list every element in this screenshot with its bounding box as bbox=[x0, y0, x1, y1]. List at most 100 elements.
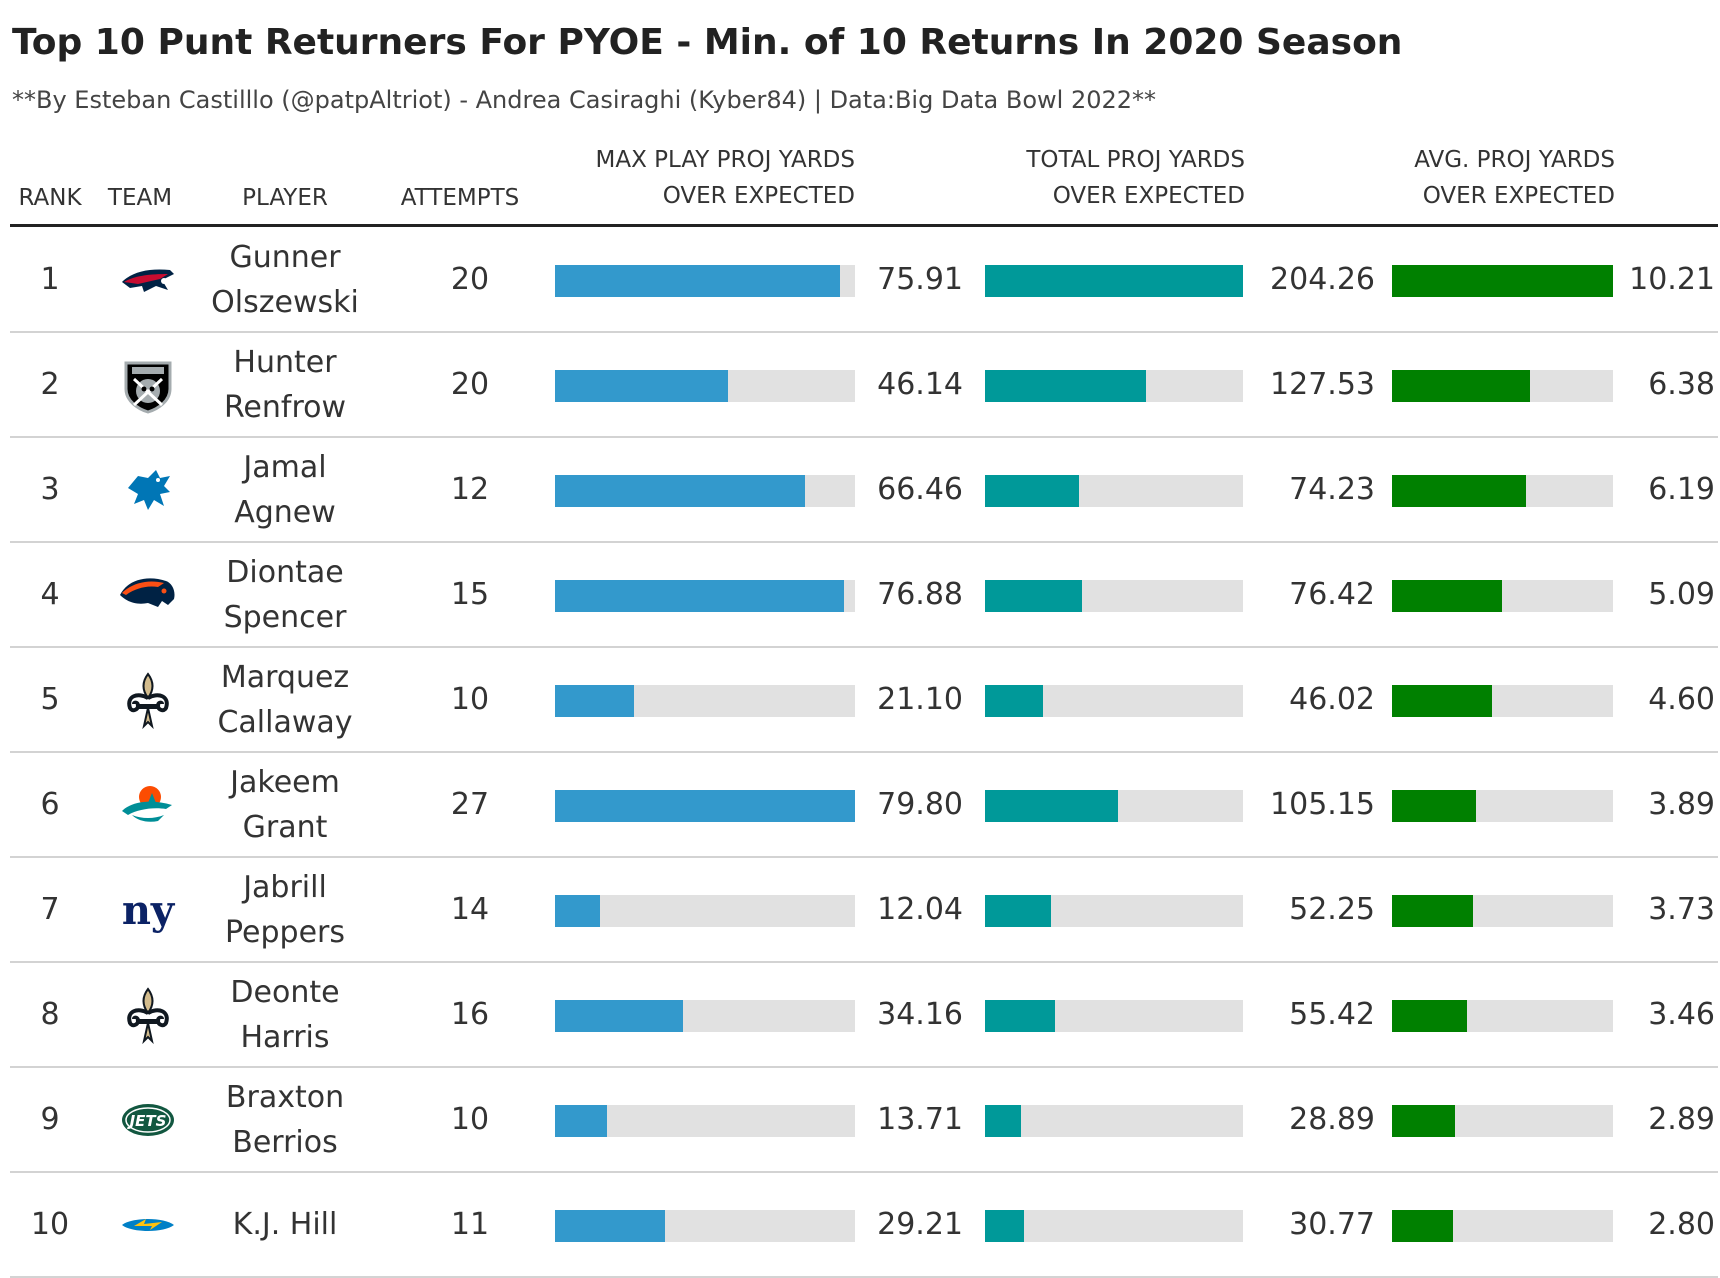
chargers-logo-icon bbox=[118, 1195, 178, 1255]
total-bar bbox=[985, 685, 1044, 717]
attempts-cell: 14 bbox=[450, 892, 490, 927]
avg-bar-track bbox=[1392, 685, 1613, 717]
table-row: 1 Gunner Olszewski 20 75.91 204.26 10.21 bbox=[10, 228, 1718, 333]
header-max-line2: OVER EXPECTED bbox=[662, 183, 855, 209]
giants-logo-icon: ny bbox=[118, 880, 178, 940]
max-value-label: 66.46 bbox=[877, 472, 963, 507]
player-name-line2: Olszewski bbox=[211, 284, 359, 320]
table-row: 2 Hunter Renfrow 20 46.14 127.53 6.38 bbox=[10, 333, 1718, 438]
total-bar bbox=[985, 370, 1147, 402]
avg-value-label: 3.89 bbox=[1648, 787, 1715, 822]
table-row: 8 Deonte Harris 16 34.16 55.42 3.46 bbox=[10, 963, 1718, 1068]
row-divider bbox=[10, 751, 1718, 753]
avg-value-label: 6.38 bbox=[1648, 367, 1715, 402]
player-name-line1: Jabrill bbox=[243, 869, 327, 905]
player-cell: Braxton Berrios bbox=[185, 1068, 385, 1171]
attempts-cell: 20 bbox=[450, 262, 490, 297]
avg-bar bbox=[1392, 685, 1492, 717]
max-bar-track bbox=[555, 580, 855, 612]
rank-cell: 7 bbox=[40, 892, 60, 927]
player-cell: K.J. Hill bbox=[185, 1173, 385, 1276]
max-bar-track bbox=[555, 895, 855, 927]
max-bar bbox=[555, 1000, 684, 1032]
avg-bar-track bbox=[1392, 790, 1613, 822]
header-rank: RANK bbox=[18, 185, 82, 211]
player-name: K.J. Hill bbox=[233, 1202, 338, 1247]
max-bar-track bbox=[555, 370, 855, 402]
avg-value-label: 4.60 bbox=[1648, 682, 1715, 717]
saints-logo-icon bbox=[118, 670, 178, 730]
max-value-label: 79.80 bbox=[877, 787, 963, 822]
header-player: PLAYER bbox=[242, 185, 328, 211]
total-value-label: 55.42 bbox=[1289, 997, 1375, 1032]
table-row: 3 Jamal Agnew 12 66.46 74.23 6.19 bbox=[10, 438, 1718, 543]
total-bar-track bbox=[985, 1210, 1243, 1242]
table-row: 9 JETS Braxton Berrios 10 13.71 28.89 2.89 bbox=[10, 1068, 1718, 1173]
header-avg-line2: OVER EXPECTED bbox=[1422, 183, 1615, 209]
chart-title: Top 10 Punt Returners For PYOE - Min. of… bbox=[12, 22, 1403, 63]
header-avg-line1: AVG. PROJ YARDS bbox=[1414, 147, 1615, 173]
max-value-label: 29.21 bbox=[877, 1207, 963, 1242]
player-name-line2: Berrios bbox=[232, 1124, 338, 1160]
player-name: Hunter Renfrow bbox=[224, 340, 346, 430]
total-value-label: 74.23 bbox=[1289, 472, 1375, 507]
attempts-cell: 27 bbox=[450, 787, 490, 822]
attempts-cell: 15 bbox=[450, 577, 490, 612]
max-bar-track bbox=[555, 475, 855, 507]
player-cell: Diontae Spencer bbox=[185, 543, 385, 646]
rank-cell: 10 bbox=[30, 1207, 70, 1242]
row-divider bbox=[10, 541, 1718, 543]
avg-bar-track bbox=[1392, 370, 1613, 402]
avg-bar bbox=[1392, 265, 1613, 297]
avg-bar-track bbox=[1392, 475, 1613, 507]
avg-value-label: 3.73 bbox=[1648, 892, 1715, 927]
max-bar bbox=[555, 370, 729, 402]
max-bar bbox=[555, 265, 841, 297]
player-name-line1: Diontae bbox=[226, 554, 344, 590]
max-bar bbox=[555, 1105, 607, 1137]
player-name-line2: Grant bbox=[242, 809, 328, 845]
avg-bar-track bbox=[1392, 1210, 1613, 1242]
avg-bar-track bbox=[1392, 1000, 1613, 1032]
player-cell: Marquez Callaway bbox=[185, 648, 385, 751]
max-bar-track bbox=[555, 1000, 855, 1032]
total-bar bbox=[985, 895, 1051, 927]
total-bar bbox=[985, 790, 1118, 822]
total-value-label: 28.89 bbox=[1289, 1102, 1375, 1137]
lions-logo-icon bbox=[118, 460, 178, 520]
rank-cell: 5 bbox=[40, 682, 60, 717]
max-bar-track bbox=[555, 1210, 855, 1242]
svg-text:JETS: JETS bbox=[127, 1112, 167, 1130]
attempts-cell: 10 bbox=[450, 1102, 490, 1137]
attempts-cell: 11 bbox=[450, 1207, 490, 1242]
max-bar bbox=[555, 580, 845, 612]
rank-cell: 1 bbox=[40, 262, 60, 297]
attempts-cell: 12 bbox=[450, 472, 490, 507]
patriots-logo-icon bbox=[118, 250, 178, 310]
row-divider bbox=[10, 1066, 1718, 1068]
header-team: TEAM bbox=[107, 185, 173, 211]
max-bar bbox=[555, 1210, 665, 1242]
total-value-label: 127.53 bbox=[1270, 367, 1375, 402]
row-divider bbox=[10, 331, 1718, 333]
avg-bar bbox=[1392, 1105, 1455, 1137]
max-bar bbox=[555, 475, 805, 507]
avg-bar-track bbox=[1392, 580, 1613, 612]
row-divider bbox=[10, 1171, 1718, 1173]
header-total-line2: OVER EXPECTED bbox=[1052, 183, 1245, 209]
player-cell: Gunner Olszewski bbox=[185, 228, 385, 331]
player-name-line1: Jakeem bbox=[230, 764, 340, 800]
avg-bar bbox=[1392, 895, 1473, 927]
player-cell: Hunter Renfrow bbox=[185, 333, 385, 436]
avg-bar-track bbox=[1392, 895, 1613, 927]
total-value-label: 52.25 bbox=[1289, 892, 1375, 927]
player-cell: Jamal Agnew bbox=[185, 438, 385, 541]
avg-bar bbox=[1392, 1000, 1467, 1032]
max-bar-track bbox=[555, 790, 855, 822]
saints-logo-icon bbox=[118, 985, 178, 1045]
row-divider bbox=[10, 961, 1718, 963]
max-value-label: 46.14 bbox=[877, 367, 963, 402]
player-name-line1: Jamal bbox=[243, 449, 327, 485]
dolphins-logo-icon bbox=[118, 775, 178, 835]
max-bar-track bbox=[555, 1105, 855, 1137]
